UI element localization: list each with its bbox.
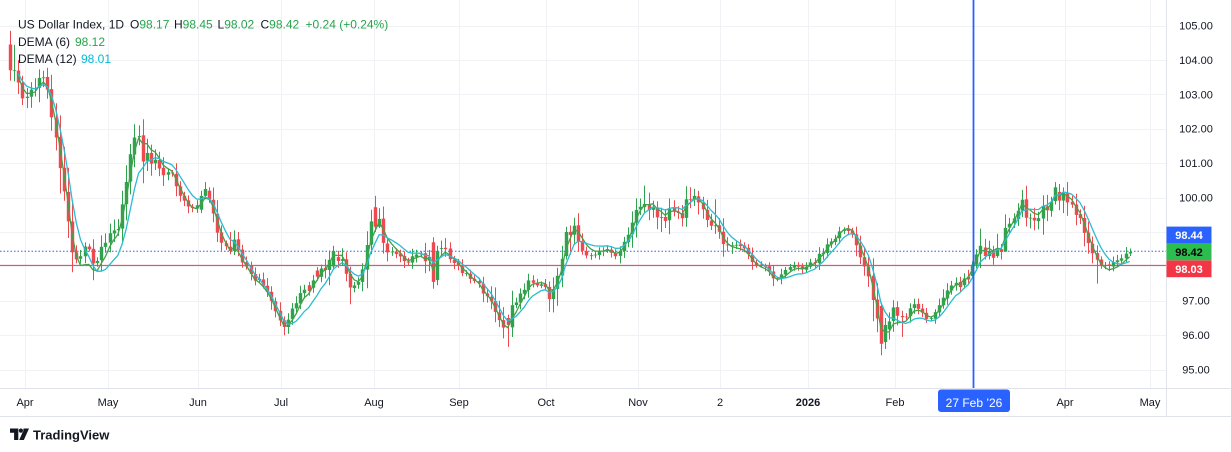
svg-text:Apr: Apr xyxy=(1056,397,1073,409)
svg-text:TradingView: TradingView xyxy=(33,428,110,443)
svg-text:95.00: 95.00 xyxy=(1182,365,1210,377)
svg-text:Nov: Nov xyxy=(628,397,648,409)
svg-text:2: 2 xyxy=(717,397,723,409)
svg-text:US Dollar Index, 1D: US Dollar Index, 1D xyxy=(18,18,124,32)
svg-text:Aug: Aug xyxy=(364,397,384,409)
svg-text:104.00: 104.00 xyxy=(1179,55,1213,67)
svg-text:O98.17: O98.17 xyxy=(130,18,170,32)
svg-text:98.44: 98.44 xyxy=(1175,230,1203,242)
svg-text:101.00: 101.00 xyxy=(1179,158,1213,170)
svg-text:C98.42: C98.42 xyxy=(261,18,300,32)
svg-text:98.12: 98.12 xyxy=(75,35,105,49)
svg-text:Oct: Oct xyxy=(537,397,554,409)
svg-text:Sep: Sep xyxy=(449,397,469,409)
svg-text:98.03: 98.03 xyxy=(1175,264,1203,276)
svg-text:98.01: 98.01 xyxy=(81,52,111,66)
svg-text:Feb: Feb xyxy=(886,397,905,409)
svg-text:DEMA (12): DEMA (12) xyxy=(18,52,77,66)
svg-text:Jul: Jul xyxy=(274,397,288,409)
svg-text:+0.24 (+0.24%): +0.24 (+0.24%) xyxy=(306,18,389,32)
svg-text:100.00: 100.00 xyxy=(1179,193,1213,205)
svg-text:105.00: 105.00 xyxy=(1179,21,1213,33)
svg-text:May: May xyxy=(1140,397,1161,409)
svg-text:2026: 2026 xyxy=(796,397,820,409)
svg-text:DEMA (6): DEMA (6) xyxy=(18,35,70,49)
svg-text:L98.02: L98.02 xyxy=(218,18,255,32)
svg-text:May: May xyxy=(98,397,119,409)
svg-text:Jun: Jun xyxy=(189,397,207,409)
svg-text:103.00: 103.00 xyxy=(1179,89,1213,101)
svg-text:27 Feb ’26: 27 Feb ’26 xyxy=(946,396,1003,410)
svg-text:102.00: 102.00 xyxy=(1179,124,1213,136)
svg-text:Apr: Apr xyxy=(16,397,33,409)
svg-text:97.00: 97.00 xyxy=(1182,296,1210,308)
svg-text:H98.45: H98.45 xyxy=(174,18,213,32)
svg-text:96.00: 96.00 xyxy=(1182,330,1210,342)
svg-text:98.42: 98.42 xyxy=(1175,247,1203,259)
